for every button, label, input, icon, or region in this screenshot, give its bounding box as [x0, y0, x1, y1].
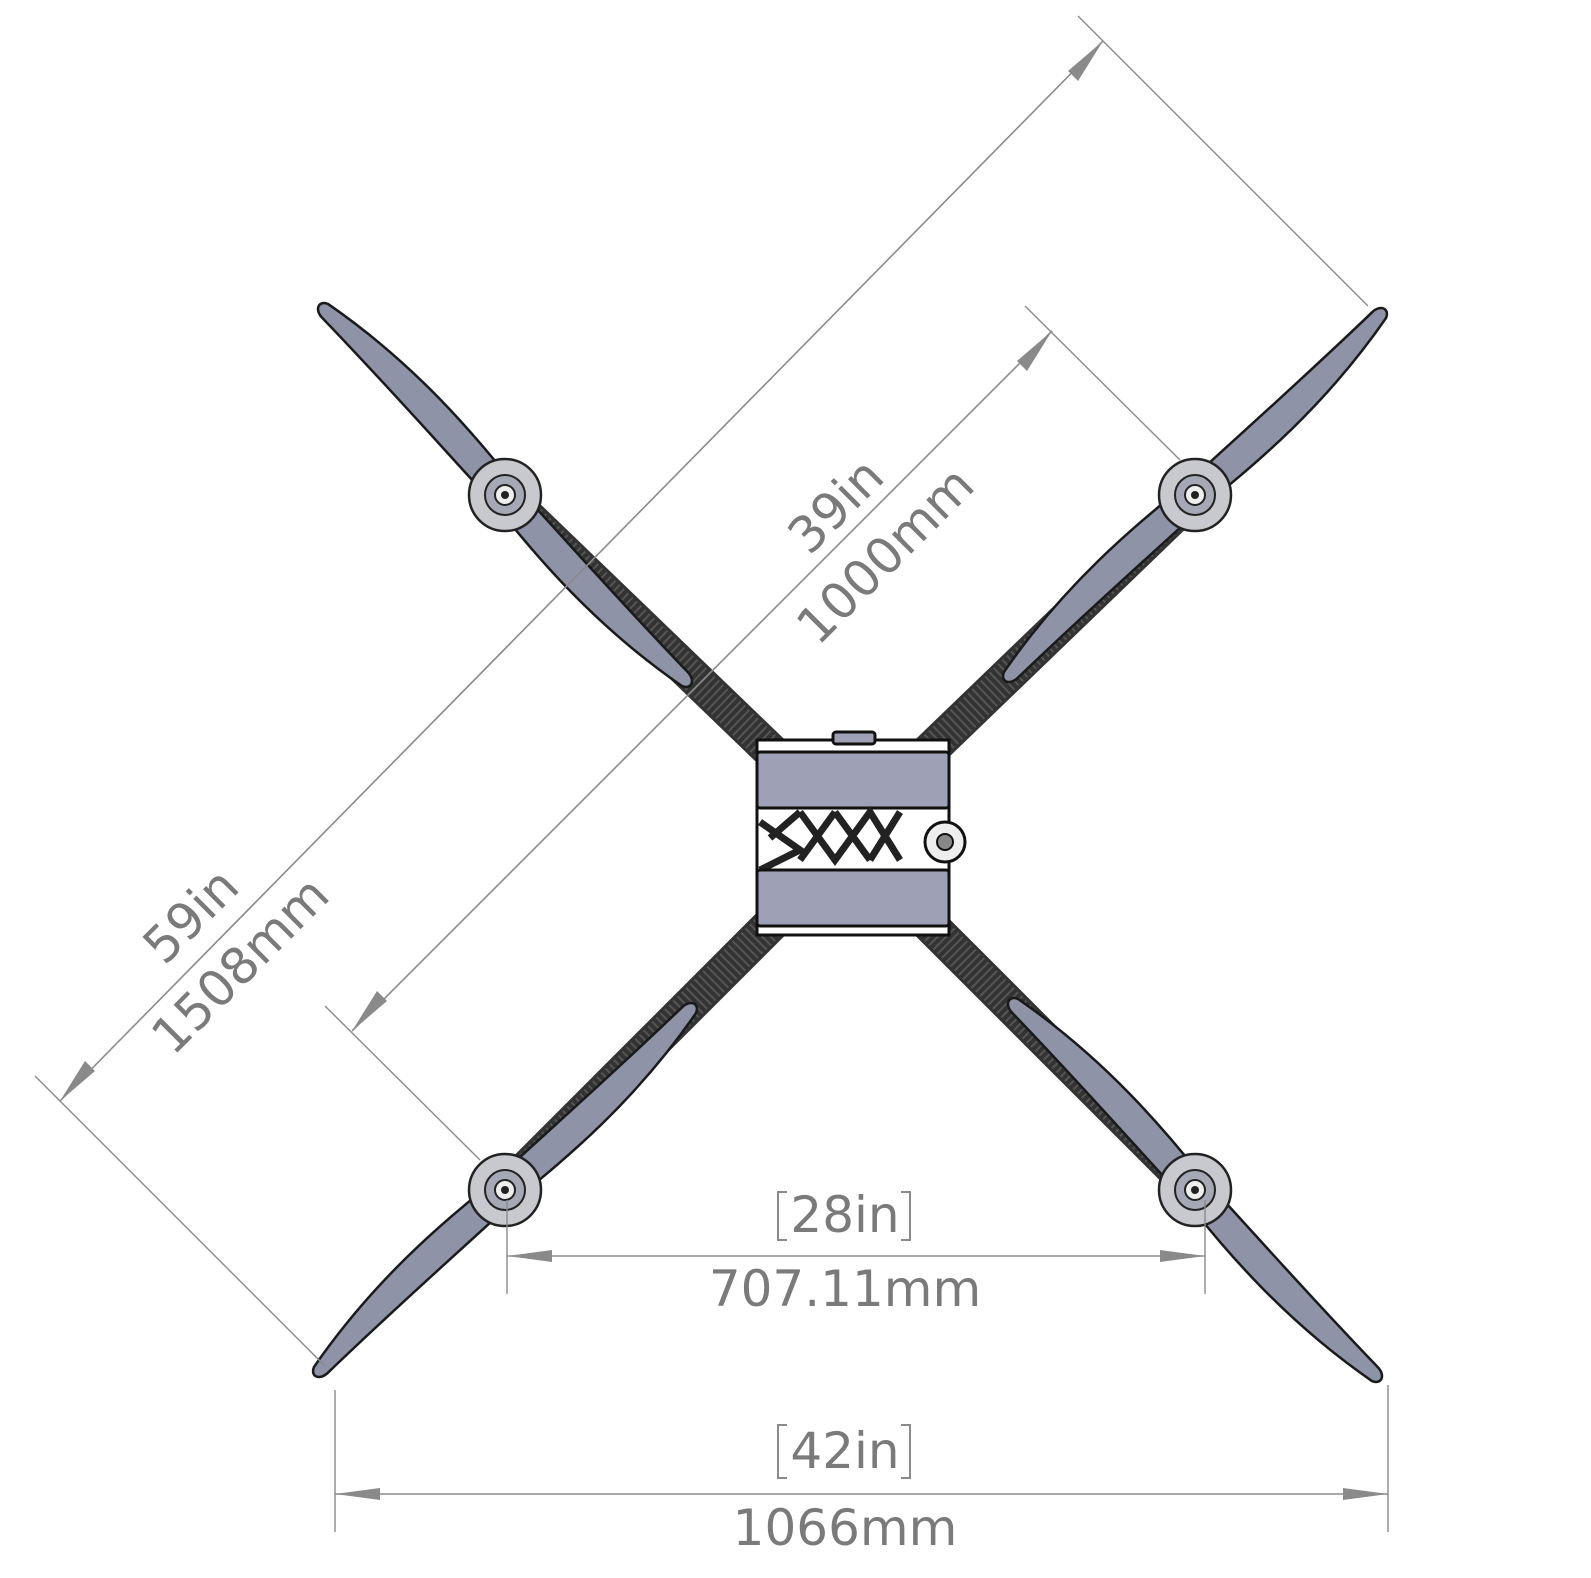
dimension-motor-spacing: 28in 707.11mm — [506, 1186, 1206, 1318]
dimension-motor-spacing-metric: 707.11mm — [709, 1260, 981, 1318]
motors — [467, 457, 1233, 1228]
propeller-front-right — [1001, 306, 1389, 684]
motor-front-right — [1157, 457, 1233, 533]
dimension-overall-width-imperial: 42in — [790, 1422, 899, 1480]
imperial-brackets — [777, 1191, 911, 1479]
propellers — [311, 301, 1389, 1384]
motor-rear-left — [467, 1152, 543, 1228]
motor-rear-right — [1157, 1152, 1233, 1228]
propeller-front-left — [316, 301, 694, 689]
top-clip — [831, 730, 877, 746]
dimension-overall-width: 42in 1066mm — [334, 1385, 1389, 1557]
dimension-motor-spacing-imperial: 28in — [790, 1186, 899, 1244]
dimension-overall-width-metric: 1066mm — [733, 1499, 958, 1557]
lattice-structure — [757, 805, 903, 874]
center-body — [755, 730, 967, 937]
propeller-rear-right — [1006, 996, 1384, 1384]
battery-top — [755, 750, 951, 810]
propeller-rear-left — [311, 1001, 699, 1379]
battery-bottom — [755, 868, 951, 928]
motor-front-left — [467, 457, 543, 533]
